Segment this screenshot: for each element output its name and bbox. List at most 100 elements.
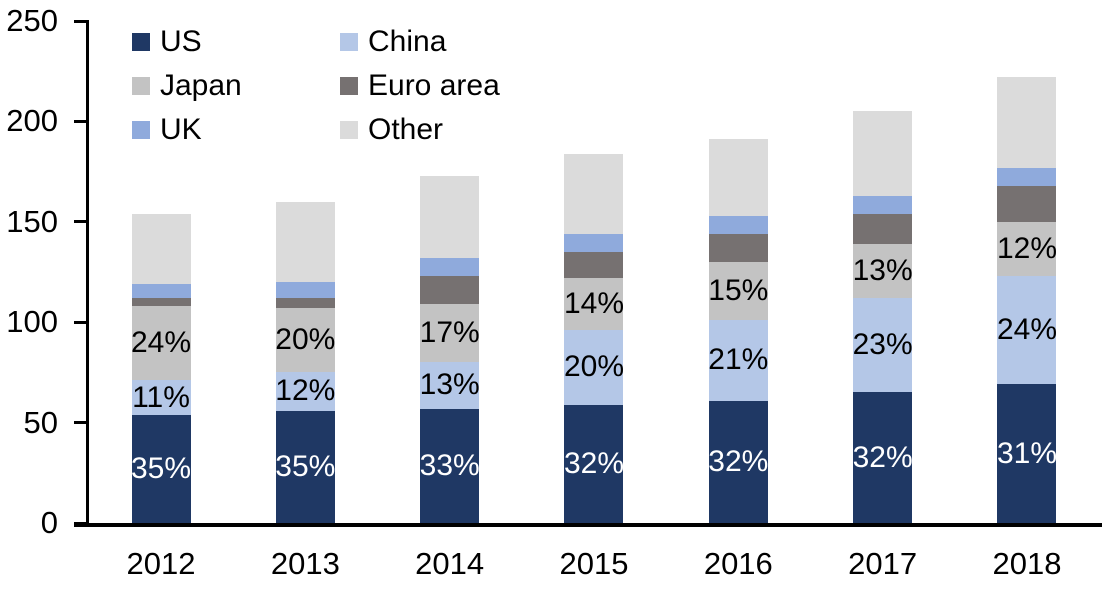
bar-segment-other [708, 139, 768, 216]
y-tick-label: 50 [23, 404, 58, 440]
bar-segment-us [420, 408, 480, 523]
bar-segment-japan [275, 308, 335, 373]
bar-segment-china [997, 276, 1057, 385]
bar-segment-label-us: 35% [130, 451, 192, 485]
bar-segment-label-japan: 12% [996, 231, 1057, 265]
y-tick-label: 0 [40, 505, 58, 540]
bar-segment-label-us: 33% [419, 448, 480, 482]
legend-label-other: Other [368, 113, 444, 146]
y-tick-label: 150 [6, 203, 58, 239]
bar-2013 [275, 0, 335, 598]
legend-swatch-us [132, 33, 150, 51]
bar-segment-uk [420, 257, 480, 276]
bar-2017 [853, 0, 913, 598]
bar-segment-uk [564, 233, 624, 252]
bar-segment-uk [275, 282, 335, 299]
bar-segment-us [997, 384, 1057, 523]
y-axis-line [86, 20, 89, 527]
x-axis-line [74, 523, 1102, 527]
x-tick-label: 2017 [848, 546, 918, 581]
bar-segment-label-japan: 14% [563, 287, 625, 321]
bar-segment-china [564, 330, 624, 405]
bar-segment-euro-area [420, 276, 480, 305]
legend-label-uk: UK [160, 113, 202, 146]
x-tick-label: 2014 [415, 546, 485, 581]
x-tick-label: 2015 [559, 546, 629, 581]
bar-segment-china [853, 298, 913, 393]
bar-segment-us [131, 414, 191, 523]
bar-segment-label-us: 32% [708, 444, 769, 478]
legend: US China Japan Euro area UK Other [132, 25, 500, 146]
bar-segment-us [853, 392, 913, 523]
bar-segment-euro-area [131, 298, 191, 307]
bar-segment-other [420, 175, 480, 258]
legend-swatch-japan [132, 77, 150, 95]
bar-segment-china [708, 320, 768, 401]
bar-segment-japan [131, 306, 191, 381]
bar-segment-euro-area [853, 213, 913, 244]
legend-label-euro-area: Euro area [368, 69, 500, 102]
y-tick-mark [74, 220, 87, 224]
bar-segment-uk [131, 284, 191, 299]
bar-segment-us [708, 400, 768, 523]
bar-segment-china [131, 380, 191, 415]
bar-segment-china [275, 372, 335, 411]
legend-label-us: US [160, 25, 202, 58]
bar-segment-uk [997, 167, 1057, 186]
legend-item-japan: Japan [132, 69, 340, 102]
bar-segment-other [564, 153, 624, 234]
x-tick-label: 2016 [703, 546, 773, 581]
bar-segment-label-us: 32% [852, 440, 913, 474]
bar-segment-label-china: 12% [275, 374, 336, 408]
legend-swatch-other [340, 121, 358, 139]
bar-segment-euro-area [275, 298, 335, 309]
y-tick-mark [74, 421, 87, 425]
bar-segment-uk [853, 195, 913, 214]
bar-2018 [997, 0, 1057, 598]
bar-segment-euro-area [997, 185, 1057, 222]
bar-segment-us [275, 410, 335, 523]
bar-segment-label-japan: 20% [275, 323, 336, 357]
bar-segment-label-japan: 24% [130, 326, 192, 360]
x-tick-label: 2018 [992, 546, 1062, 581]
y-tick-mark [74, 320, 87, 324]
bar-segment-japan [853, 243, 913, 299]
x-tick-label: 2013 [270, 546, 340, 581]
bar-segment-label-us: 31% [996, 436, 1057, 470]
legend-item-china: China [340, 25, 500, 58]
bar-segment-china [420, 362, 480, 409]
legend-swatch-china [340, 33, 358, 51]
legend-item-uk: UK [132, 113, 340, 146]
bar-segment-other [997, 77, 1057, 168]
bar-segment-us [564, 404, 624, 523]
bar-2016 [708, 0, 768, 598]
bar-segment-label-japan: 13% [852, 253, 913, 287]
legend-swatch-uk [132, 121, 150, 139]
bar-segment-label-japan: 17% [419, 316, 480, 350]
bar-segment-other [131, 213, 191, 285]
bar-2015 [564, 0, 624, 598]
bar-2014 [420, 0, 480, 598]
bar-2012 [131, 0, 191, 598]
y-tick-mark [74, 119, 87, 123]
bar-segment-label-china: 24% [996, 313, 1057, 347]
bar-segment-japan [564, 278, 624, 331]
legend-item-us: US [132, 25, 340, 58]
bar-segment-label-us: 35% [275, 449, 336, 483]
bar-segment-label-china: 20% [563, 350, 625, 384]
bar-segment-japan [420, 304, 480, 363]
x-tick-label: 2012 [126, 546, 196, 581]
bar-segment-label-china: 23% [852, 328, 913, 362]
legend-item-other: Other [340, 113, 500, 146]
y-tick-mark [74, 19, 87, 23]
bar-segment-label-china: 13% [419, 368, 480, 402]
bar-segment-uk [708, 215, 768, 234]
bar-segment-label-japan: 15% [708, 274, 769, 308]
bar-segment-label-china: 21% [708, 343, 769, 377]
bar-segment-euro-area [564, 251, 624, 278]
legend-label-japan: Japan [160, 69, 242, 102]
bar-segment-japan [997, 221, 1057, 276]
bar-segment-label-china: 11% [132, 380, 190, 414]
bar-segment-other [275, 201, 335, 283]
